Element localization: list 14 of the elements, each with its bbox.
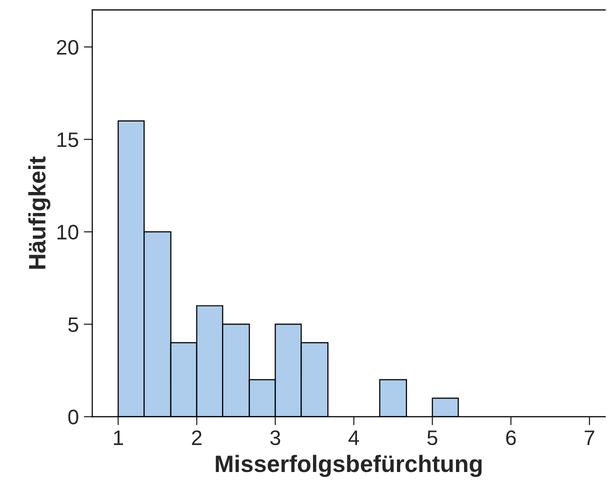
x-tick-label: 1 — [114, 430, 123, 445]
y-axis-title: Häufigkeit — [28, 156, 50, 269]
y-tick-label: 10 — [57, 224, 78, 240]
y-tick-label: 20 — [56, 40, 78, 55]
x-tick-label: 5 — [427, 430, 438, 446]
x-tick-label: 6 — [506, 430, 516, 446]
x-tick-label: 4 — [348, 430, 360, 445]
x-tick-label: 3 — [270, 430, 280, 446]
y-tick-label: 5 — [68, 317, 78, 332]
y-tick-label: 15 — [57, 132, 78, 148]
x-tick-label: 2 — [192, 430, 202, 445]
y-tick-label: 0 — [68, 410, 78, 424]
x-tick-label: 7 — [584, 430, 594, 445]
x-axis-title: Misserfolgsbefürchtung — [216, 454, 482, 477]
